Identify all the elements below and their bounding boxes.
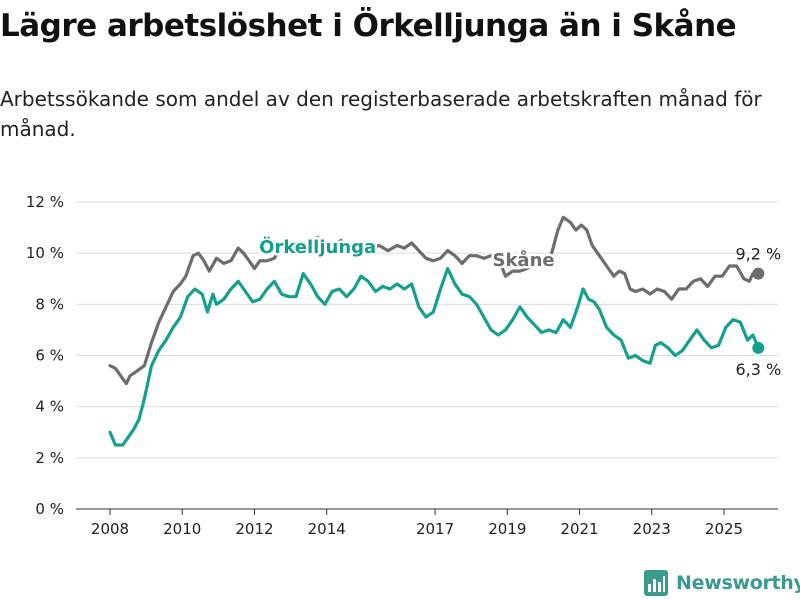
- skane-end-dot: [752, 267, 765, 280]
- y-tick-label: 0 %: [35, 500, 64, 518]
- skane-label-halo: Skåne: [492, 249, 554, 271]
- orkelljunga-series-label: Örkelljunga: [259, 236, 376, 258]
- orkelljunga-end-label: 6,3 %: [735, 360, 781, 379]
- y-tick-label: 10 %: [26, 244, 64, 262]
- y-tick-label: 4 %: [35, 398, 64, 416]
- x-tick-label: 2023: [633, 520, 671, 538]
- gridlines: [76, 201, 778, 459]
- x-tick-label: 2017: [416, 520, 454, 538]
- x-tick-label: 2014: [308, 520, 346, 538]
- x-tick-label: 2010: [163, 520, 201, 538]
- newsworthy-chart-icon: [644, 570, 668, 596]
- y-tick-label: 8 %: [35, 295, 64, 313]
- orkelljunga-end-dot: [752, 341, 765, 354]
- series: [108, 215, 760, 447]
- skane-end-label: 9,2 %: [735, 245, 781, 264]
- x-tick-label: 2008: [91, 520, 129, 538]
- x-tick-label: 2019: [488, 520, 526, 538]
- chart-subtitle: Arbetssökande som andel av den registerb…: [0, 87, 762, 141]
- axes: 0 % 2 % 4 % 6 % 8 % 10 % 12 % 2008 2010 2012 2014 2…: [26, 193, 778, 538]
- newsworthy-logo: Newsworthy: [644, 568, 800, 598]
- logo-text: Newsworthy: [676, 572, 800, 594]
- x-tick-label: 2012: [235, 520, 273, 538]
- orkelljunga-line: [108, 266, 760, 447]
- y-tick-label: 12 %: [26, 193, 64, 211]
- y-tick-label: 2 %: [35, 449, 64, 467]
- x-tick-label: 2021: [560, 520, 598, 538]
- skane-series-label: Skåne: [492, 249, 554, 271]
- chart-title: Lägre arbetslöshet i Örkelljunga än i Sk…: [0, 8, 737, 44]
- skane-line: [108, 215, 760, 386]
- orkelljunga-label-halo: Örkelljunga: [259, 236, 376, 258]
- series-labels: 9,2 %6,3 %SkåneSkåneÖrkelljungaÖrkelljun…: [257, 234, 782, 379]
- y-tick-label: 6 %: [35, 347, 64, 365]
- x-tick-label: 2025: [705, 520, 743, 538]
